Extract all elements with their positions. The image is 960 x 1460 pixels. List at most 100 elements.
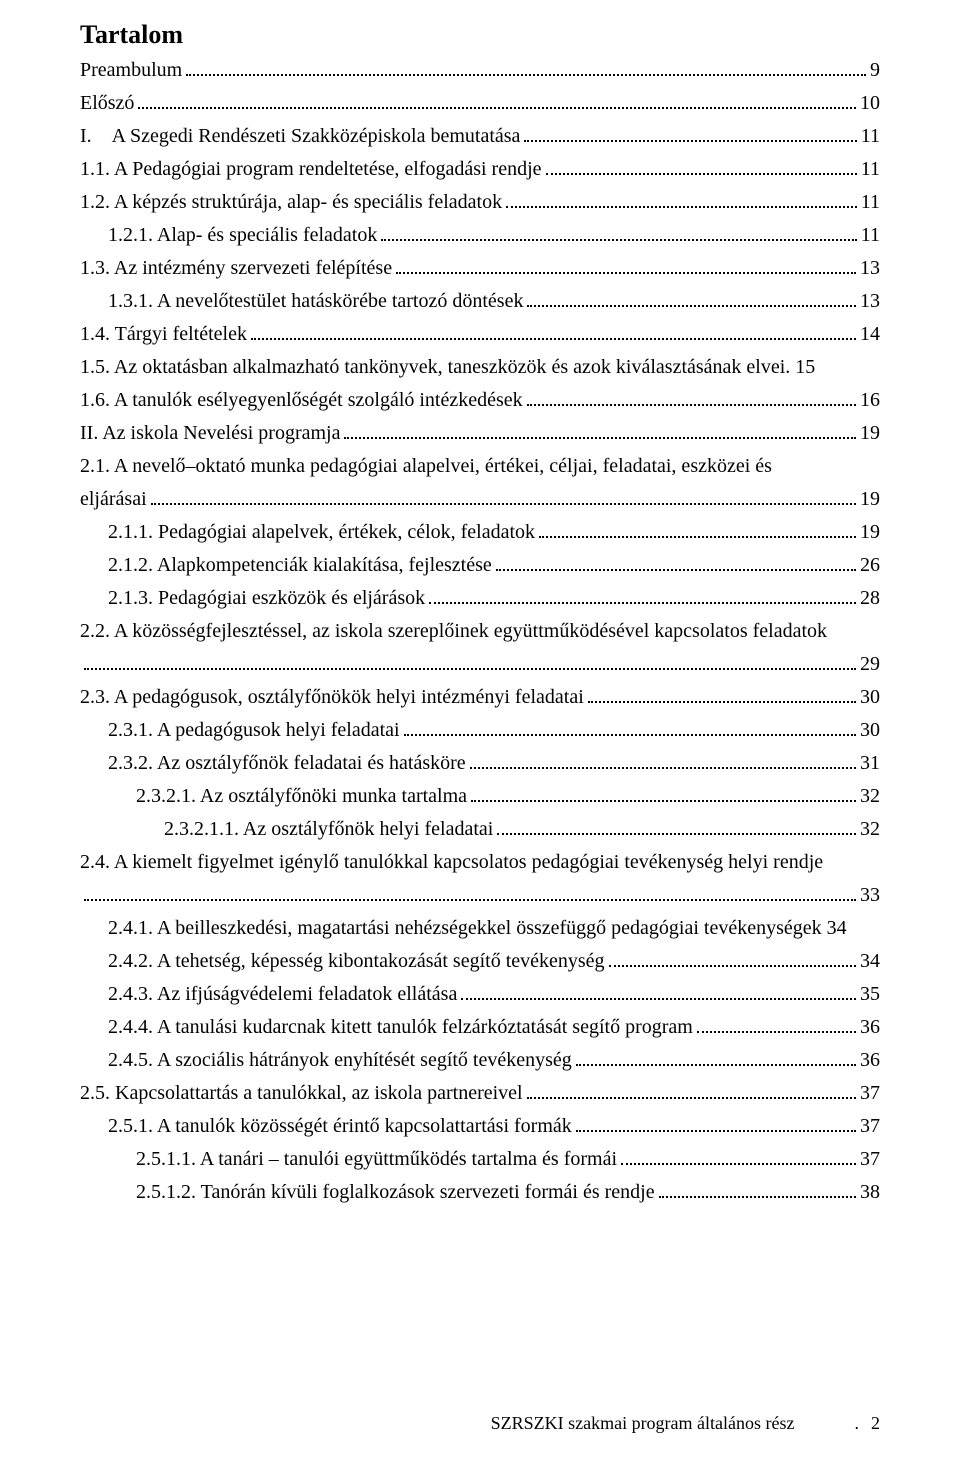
toc-page: 11 <box>861 186 880 219</box>
toc-text: 1.2.1. Alap- és speciális feladatok <box>108 219 377 252</box>
toc-text: 2.3.2. Az osztályfőnök feladatai és hatá… <box>108 747 466 780</box>
toc-leader <box>576 1048 856 1066</box>
toc-page: 11 <box>861 153 880 186</box>
toc-text: 2.5. Kapcsolattartás a tanulókkal, az is… <box>80 1077 523 1110</box>
toc-text: 2.2. A közösségfejlesztéssel, az iskola … <box>80 615 880 648</box>
toc-text: eljárásai <box>80 483 147 516</box>
toc-text: 2.3.2.1. Az osztályfőnöki munka tartalma <box>136 780 467 813</box>
toc-entry: 2.4.2. A tehetség, képesség kibontakozás… <box>80 945 880 978</box>
toc-text: II. Az iskola Nevelési programja <box>80 417 340 450</box>
toc-entry: 2.5.1.2. Tanórán kívüli foglalkozások sz… <box>80 1176 880 1209</box>
toc-page: 15 <box>795 351 815 384</box>
toc-entry: 2.3.2.1.1. Az osztályfőnök helyi feladat… <box>80 813 880 846</box>
toc-entry: 2.1.1. Pedagógiai alapelvek, értékek, cé… <box>80 516 880 549</box>
toc-text: 2.4.2. A tehetség, képesség kibontakozás… <box>108 945 605 978</box>
toc-text: 2.4.4. A tanulási kudarcnak kitett tanul… <box>108 1011 693 1044</box>
toc-page: 34 <box>827 912 847 945</box>
toc-text: 2.3.2.1.1. Az osztályfőnök helyi feladat… <box>164 813 493 846</box>
toc-entry: 2.3.2. Az osztályfőnök feladatai és hatá… <box>80 747 880 780</box>
toc-page: 30 <box>860 714 880 747</box>
toc-title: Tartalom <box>80 20 880 50</box>
toc-entry: 1.5. Az oktatásban alkalmazható tankönyv… <box>80 351 880 384</box>
toc-leader <box>461 982 856 1000</box>
toc-entry: 2.4.1. A beilleszkedési, magatartási neh… <box>80 912 880 945</box>
toc-page: 34 <box>860 945 880 978</box>
toc-leader <box>527 289 856 307</box>
toc-page: 37 <box>860 1143 880 1176</box>
toc-text: 2.1.2. Alapkompetenciák kialakítása, fej… <box>108 549 492 582</box>
toc-leader <box>576 1114 856 1132</box>
toc-leader <box>471 784 856 802</box>
toc-page: 19 <box>860 417 880 450</box>
toc-entry: 2.4. A kiemelt figyelmet igénylő tanulók… <box>80 846 880 912</box>
footer-page: 2 <box>871 1413 880 1434</box>
toc-text: Preambulum <box>80 54 182 87</box>
toc-entry: 2.3. A pedagógusok, osztályfőnökök helyi… <box>80 681 880 714</box>
toc-page: 36 <box>860 1011 880 1044</box>
toc-text: 1.6. A tanulók esélyegyenlőségét szolgál… <box>80 384 523 417</box>
toc-text: 2.1. A nevelő–oktató munka pedagógiai al… <box>80 450 880 483</box>
toc-entry: 1.2. A képzés struktúrája, alap- és spec… <box>80 186 880 219</box>
toc-leader <box>588 685 856 703</box>
toc-page: 33 <box>860 879 880 912</box>
toc-page: 37 <box>860 1077 880 1110</box>
toc-leader <box>524 124 856 142</box>
toc-leader <box>396 256 856 274</box>
toc-entry: 2.1.2. Alapkompetenciák kialakítása, fej… <box>80 549 880 582</box>
toc-page: 38 <box>860 1176 880 1209</box>
toc-leader <box>546 157 857 175</box>
toc-leader <box>659 1180 856 1198</box>
toc-leader <box>527 388 856 406</box>
toc-leader <box>697 1015 856 1033</box>
toc-page: 28 <box>860 582 880 615</box>
toc-text: 2.5.1.2. Tanórán kívüli foglalkozások sz… <box>136 1176 655 1209</box>
toc-entry: 1.1. A Pedagógiai program rendeltetése, … <box>80 153 880 186</box>
toc-entry: 1.2.1. Alap- és speciális feladatok11 <box>80 219 880 252</box>
toc-entry: 2.3.2.1. Az osztályfőnöki munka tartalma… <box>80 780 880 813</box>
toc-page: 31 <box>860 747 880 780</box>
toc-text: 1.3. Az intézmény szervezeti felépítése <box>80 252 392 285</box>
toc-page: 30 <box>860 681 880 714</box>
toc-entry-line2: eljárásai 19 <box>80 483 880 516</box>
toc-page: 11 <box>861 120 880 153</box>
toc-leader <box>497 817 856 835</box>
toc-page: 32 <box>860 780 880 813</box>
toc-entry: Előszó10 <box>80 87 880 120</box>
toc-text: 2.4.3. Az ifjúságvédelemi feladatok ellá… <box>108 978 457 1011</box>
toc-entry: II. Az iskola Nevelési programja 19 <box>80 417 880 450</box>
toc-text: 2.3.1. A pedagógusok helyi feladatai <box>108 714 400 747</box>
toc-page: 10 <box>860 87 880 120</box>
toc-text: 2.1.3. Pedagógiai eszközök és eljárások <box>108 582 425 615</box>
toc-entry: 1.3.1. A nevelőtestület hatáskörébe tart… <box>80 285 880 318</box>
toc-leader <box>251 322 856 340</box>
toc-leader <box>609 949 856 967</box>
page-footer: SZRSZKI szakmai program általános rész .… <box>80 1413 880 1434</box>
footer-text: SZRSZKI szakmai program általános rész <box>491 1413 795 1434</box>
toc-page: 36 <box>860 1044 880 1077</box>
toc-page: 14 <box>860 318 880 351</box>
toc-leader <box>186 58 866 76</box>
toc-text: 2.4.5. A szociális hátrányok enyhítését … <box>108 1044 572 1077</box>
toc-leader <box>151 487 856 505</box>
toc-page: 35 <box>860 978 880 1011</box>
toc-entry: 2.4.5. A szociális hátrányok enyhítését … <box>80 1044 880 1077</box>
toc-entry: 2.1.3. Pedagógiai eszközök és eljárások 2… <box>80 582 880 615</box>
toc-page: 26 <box>860 549 880 582</box>
toc-leader <box>539 520 856 538</box>
toc-page: 9 <box>870 54 880 87</box>
toc-text: 2.3. A pedagógusok, osztályfőnökök helyi… <box>80 681 584 714</box>
toc-leader <box>404 718 856 736</box>
toc-entry: 1.4. Tárgyi feltételek14 <box>80 318 880 351</box>
toc-container: Preambulum 9Előszó10I. A Szegedi Rendésze… <box>80 54 880 1209</box>
toc-leader <box>429 586 856 604</box>
toc-leader <box>84 883 856 901</box>
toc-text: I. A Szegedi Rendészeti Szakközépiskola … <box>80 120 520 153</box>
toc-page: 19 <box>860 483 880 516</box>
toc-leader <box>138 91 856 109</box>
toc-leader <box>621 1147 856 1165</box>
toc-entry: 2.5. Kapcsolattartás a tanulókkal, az is… <box>80 1077 880 1110</box>
toc-page: 13 <box>860 285 880 318</box>
toc-leader <box>496 553 856 571</box>
toc-entry-line2: 29 <box>80 648 880 681</box>
toc-entry: 2.5.1.1. A tanári – tanulói együttműködé… <box>80 1143 880 1176</box>
